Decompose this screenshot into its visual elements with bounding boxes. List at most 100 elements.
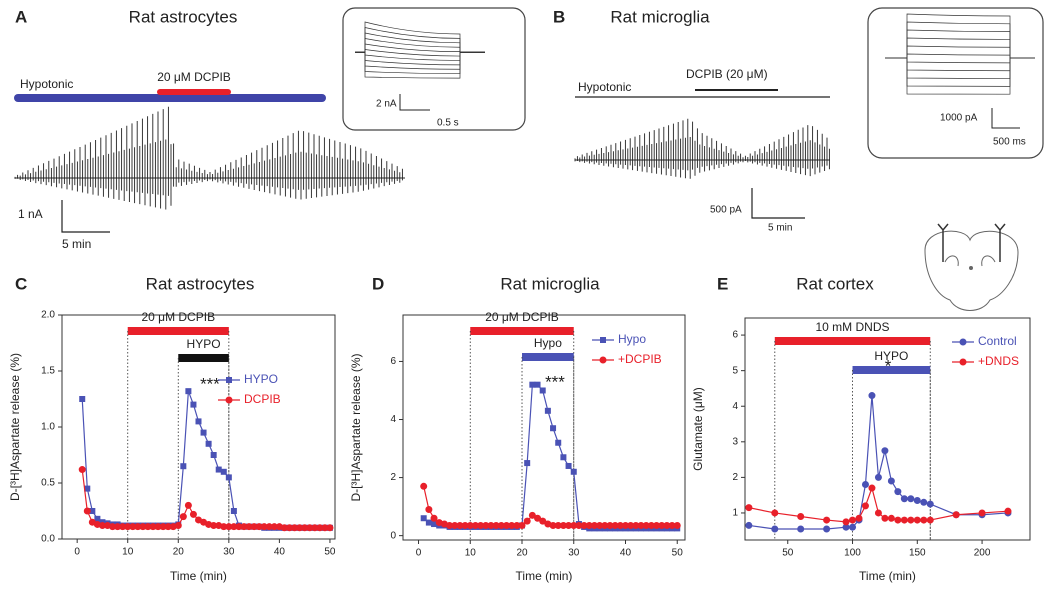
treatment-bar — [852, 366, 931, 374]
x-axis-label: Time (min) — [516, 569, 573, 583]
point — [600, 337, 606, 343]
point — [205, 440, 212, 447]
x-tick-label: 50 — [782, 548, 794, 559]
solution-label: Hypotonic — [578, 80, 631, 94]
step-trace — [355, 51, 485, 75]
inset-frame — [867, 7, 1044, 159]
point — [874, 473, 882, 481]
step-trace — [355, 51, 485, 61]
point — [913, 497, 921, 505]
x-tick-label: 100 — [844, 548, 861, 559]
panel-letter: A — [15, 7, 27, 26]
point — [959, 358, 967, 366]
point — [534, 514, 542, 522]
point — [134, 523, 142, 531]
current-trace — [14, 106, 405, 210]
point — [673, 521, 681, 529]
inset-y-label: 1000 pA — [940, 113, 978, 124]
point — [913, 516, 921, 524]
point — [420, 482, 428, 490]
x-tick-label: 10 — [122, 547, 134, 558]
x-tick-label: 40 — [274, 547, 286, 558]
point — [109, 523, 117, 531]
series-line — [423, 486, 678, 527]
chart-title: Rat cortex — [796, 274, 874, 293]
point — [874, 509, 882, 517]
plot-frame — [744, 317, 1031, 541]
trace-path — [574, 118, 830, 179]
point — [926, 500, 934, 508]
point — [144, 523, 152, 531]
point — [952, 511, 960, 519]
point — [159, 523, 167, 531]
y-tick-label: 1.5 — [41, 366, 55, 377]
step-trace — [355, 43, 485, 53]
point — [185, 388, 192, 395]
treatment-label: 20 μM DCPIB — [141, 310, 215, 324]
point — [149, 523, 157, 531]
point — [321, 524, 329, 532]
point — [611, 521, 619, 529]
point — [585, 521, 593, 529]
step-trace — [885, 57, 1035, 95]
step-trace — [885, 57, 1035, 72]
treatment-label: 10 mM DNDS — [816, 320, 890, 334]
point — [220, 523, 228, 531]
point — [842, 523, 850, 531]
solution-label: Hypotonic — [20, 77, 73, 91]
point — [78, 466, 86, 474]
y-tick-label: 2 — [390, 472, 396, 483]
point — [301, 524, 309, 532]
point — [220, 468, 227, 475]
point — [528, 511, 536, 519]
point — [900, 516, 908, 524]
point — [114, 523, 122, 531]
x-axis-label: Time (min) — [170, 569, 227, 583]
point — [225, 396, 233, 404]
point — [668, 521, 676, 529]
point — [554, 521, 562, 529]
point — [565, 521, 573, 529]
point — [471, 521, 479, 529]
y-tick-label: 6 — [390, 356, 396, 367]
point — [534, 381, 541, 388]
step-trace — [355, 51, 485, 66]
panel-letter: E — [717, 274, 728, 293]
point — [920, 516, 928, 524]
point — [601, 521, 609, 529]
current-trace — [574, 118, 830, 179]
point — [195, 418, 202, 425]
point — [492, 521, 500, 529]
inset-x-label: 500 ms — [993, 137, 1026, 148]
point — [139, 523, 147, 531]
point — [881, 447, 889, 455]
y-tick-label: 4 — [732, 401, 738, 412]
significance: * — [885, 356, 892, 375]
treatment-label: HYPO — [874, 349, 908, 363]
treatment-label: Hypo — [534, 336, 562, 350]
treatment-bar — [127, 327, 229, 335]
step-trace — [885, 21, 1035, 59]
point — [226, 377, 232, 383]
y-tick-label: 1.0 — [41, 422, 55, 433]
point — [180, 463, 187, 470]
series-line — [748, 395, 1009, 530]
panel-title: Rat astrocytes — [129, 7, 238, 26]
point — [849, 523, 857, 531]
point — [653, 521, 661, 529]
step-trace — [885, 13, 1035, 59]
point — [456, 521, 464, 529]
y-tick-label: 2 — [732, 472, 738, 483]
point — [497, 521, 505, 529]
x-tick-label: 20 — [516, 548, 528, 559]
point — [894, 516, 902, 524]
point — [508, 521, 516, 529]
chart-title: Rat astrocytes — [146, 274, 255, 293]
point — [316, 524, 324, 532]
point — [446, 521, 454, 529]
point — [225, 523, 233, 531]
point — [210, 452, 217, 458]
point — [326, 524, 334, 532]
point — [797, 525, 805, 533]
point — [544, 407, 551, 414]
